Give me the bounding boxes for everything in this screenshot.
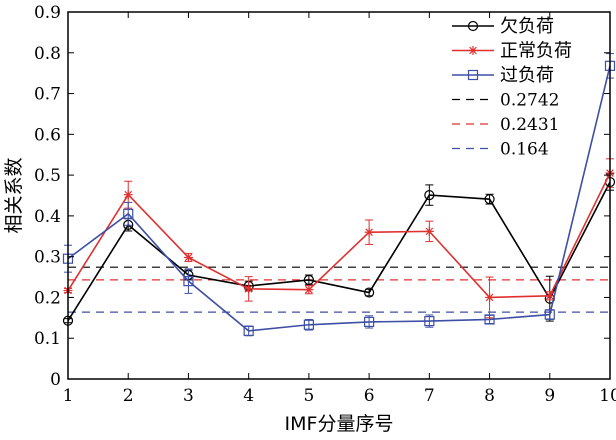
star-marker bbox=[545, 291, 555, 301]
series-line bbox=[67, 65, 611, 332]
y-tick-label: 0 bbox=[50, 370, 61, 390]
legend-item: 正常负荷 bbox=[452, 41, 572, 62]
threshold-lines bbox=[68, 266, 610, 313]
series-star bbox=[63, 158, 615, 319]
square-marker bbox=[123, 208, 134, 219]
y-tick-label: 0.8 bbox=[34, 44, 61, 64]
x-tick-label: 3 bbox=[183, 386, 194, 406]
y-tick-label: 0.6 bbox=[34, 125, 61, 145]
legend-label: 正常负荷 bbox=[500, 41, 572, 62]
x-tick-label: 9 bbox=[544, 386, 555, 406]
series-line bbox=[67, 181, 611, 322]
legend-item: 欠负荷 bbox=[452, 16, 554, 37]
star-marker bbox=[468, 46, 478, 55]
x-axis-title: IMF分量序号 bbox=[285, 413, 394, 435]
star-marker bbox=[424, 226, 434, 236]
legend-item: 0.2742 bbox=[452, 91, 559, 111]
legend-item: 0.164 bbox=[452, 140, 549, 160]
x-tick-label: 6 bbox=[364, 386, 375, 406]
series-circle bbox=[62, 173, 616, 326]
legend-label: 0.2431 bbox=[500, 115, 559, 135]
circle-marker bbox=[364, 287, 375, 298]
legend-item: 过负荷 bbox=[452, 65, 554, 86]
y-tick-label: 0.5 bbox=[34, 166, 61, 186]
star-marker bbox=[304, 285, 314, 295]
legend-item: 0.2431 bbox=[452, 115, 559, 135]
y-tick-label: 0.7 bbox=[34, 85, 61, 105]
square-marker bbox=[467, 69, 479, 81]
series-line bbox=[67, 172, 611, 299]
circle-marker bbox=[484, 194, 495, 205]
x-tick-label: 5 bbox=[303, 386, 314, 406]
star-marker bbox=[244, 284, 254, 294]
x-tick-label: 2 bbox=[123, 386, 134, 406]
y-tick-label: 0.2 bbox=[34, 288, 61, 308]
x-tick-label: 1 bbox=[63, 386, 74, 406]
star-stroke bbox=[545, 292, 554, 300]
star-marker bbox=[364, 227, 374, 237]
square-marker bbox=[364, 316, 375, 328]
square-marker bbox=[243, 325, 254, 336]
star-stroke bbox=[485, 293, 494, 302]
star-stroke bbox=[184, 253, 193, 262]
y-axis-title: 相关系数 bbox=[3, 157, 25, 233]
x-tick-label: 10 bbox=[599, 386, 616, 406]
star-marker bbox=[183, 252, 193, 262]
y-tick-label: 0.1 bbox=[34, 329, 61, 349]
axis-ticks: 1 2 3 4 5 6 7 8 9 10 0 0.1 0.2 0.3 0.4 0.5 0.6 0.7 0.8 0.9 bbox=[34, 3, 616, 406]
legend-label: 0.2742 bbox=[500, 91, 559, 111]
y-tick-label: 0.4 bbox=[34, 207, 61, 227]
circle-marker bbox=[467, 20, 479, 32]
square-marker bbox=[303, 319, 314, 330]
y-tick-label: 0.3 bbox=[34, 248, 61, 268]
star-stroke bbox=[124, 190, 133, 199]
star-stroke bbox=[244, 285, 253, 293]
star-stroke bbox=[425, 227, 434, 236]
star-stroke bbox=[365, 228, 373, 236]
circle-marker bbox=[303, 274, 314, 286]
legend-label: 0.164 bbox=[500, 140, 549, 160]
x-tick-label: 8 bbox=[484, 386, 495, 406]
star-marker bbox=[123, 190, 133, 200]
legend-label: 欠负荷 bbox=[500, 16, 554, 37]
legend-label: 过负荷 bbox=[500, 65, 554, 86]
star-stroke bbox=[305, 285, 313, 294]
square-marker bbox=[544, 309, 555, 320]
x-tick-label: 7 bbox=[424, 386, 435, 406]
y-tick-label: 0.9 bbox=[34, 3, 61, 23]
star-marker bbox=[485, 292, 495, 302]
plot-frame bbox=[67, 11, 611, 380]
square-marker bbox=[424, 315, 435, 327]
star-stroke bbox=[469, 46, 477, 55]
circle-marker bbox=[424, 189, 435, 201]
square-marker bbox=[183, 276, 194, 287]
square-marker bbox=[484, 314, 495, 325]
x-tick-label: 4 bbox=[243, 386, 254, 406]
